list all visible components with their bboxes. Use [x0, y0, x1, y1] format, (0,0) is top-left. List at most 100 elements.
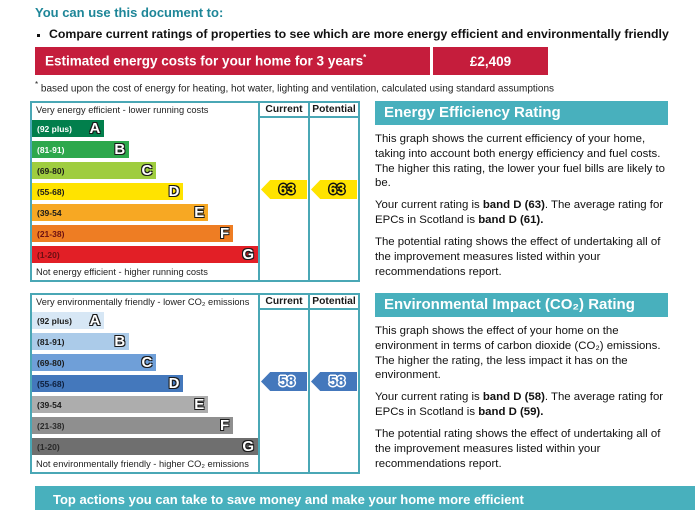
potential-column-body: 63 [310, 118, 358, 280]
band-letter: F [219, 225, 230, 242]
band-letter: E [194, 396, 205, 413]
potential-column: Potential 58 [308, 295, 358, 472]
co2-band-g: (1-20) G [32, 438, 258, 455]
band-letter: B [114, 141, 126, 158]
potential-column-header: Potential [310, 295, 358, 310]
co2-band-a: (92 plus) A [32, 312, 105, 329]
co2-band-e: (39-54 E [32, 396, 209, 413]
eer-band-c: (69-80) C [32, 162, 157, 179]
current-column-body: 63 [260, 118, 308, 280]
band-row: (92 plus) A [32, 310, 258, 331]
band-row: (55-68) D [32, 181, 258, 202]
chart-top-caption: Very environmentally friendly - lower CO… [36, 297, 250, 307]
current-column-header: Current [260, 103, 308, 118]
bullet-text: Compare current ratings of properties to… [49, 27, 669, 41]
band-letter: D [168, 375, 180, 392]
cost-banner-label: Estimated energy costs for your home for… [45, 53, 367, 69]
panel-paragraph: Your current rating is band D (63). The … [375, 199, 664, 227]
chart-top-caption: Very energy efficient - lower running co… [36, 105, 209, 115]
band-row: (69-80) C [32, 160, 258, 181]
bullet-line: Compare current ratings of properties to… [35, 27, 685, 41]
potential-column-header: Potential [310, 103, 358, 118]
band-row: (1-20) G [32, 436, 258, 457]
panel-title: Environmental Impact (CO₂) Rating [375, 293, 668, 317]
current-rating-value: 63 [278, 181, 296, 198]
band-range-label: (21-38) [37, 228, 65, 239]
band-range-label: (69-80) [37, 165, 65, 176]
band-letter: G [242, 438, 254, 455]
eer-band-a: (92 plus) A [32, 120, 105, 137]
asterisk-marker: * [363, 53, 367, 63]
band-letter: D [168, 183, 180, 200]
eer-band-b: (81-91) B [32, 141, 130, 158]
environmental-impact-chart: Very environmentally friendly - lower CO… [30, 293, 360, 474]
environmental-impact-panel: Environmental Impact (CO₂) Rating This g… [375, 293, 668, 471]
current-column-body: 58 [260, 310, 308, 472]
band-row: (21-38) F [32, 415, 258, 436]
current-column: Current 58 [258, 295, 308, 472]
eer-band-f: (21-38) F [32, 225, 234, 242]
band-letter: E [194, 204, 205, 221]
band-row: (39-54 E [32, 394, 258, 415]
band-row: (55-68) D [32, 373, 258, 394]
band-range-label: (69-80) [37, 357, 65, 368]
band-range-label: (1-20) [37, 249, 60, 260]
band-row: (69-80) C [32, 352, 258, 373]
estimated-cost-banner: Estimated energy costs for your home for… [35, 47, 548, 75]
current-rating-arrow: 58 [261, 372, 307, 391]
band-row: (21-38) F [32, 223, 258, 244]
band-letter: G [242, 246, 254, 263]
panel-paragraph: Your current rating is band D (58). The … [375, 391, 664, 419]
top-actions-banner: Top actions you can take to save money a… [35, 486, 695, 510]
band-range-label: (1-20) [37, 441, 60, 452]
intro-heading: You can use this document to: [35, 5, 224, 20]
co2-band-b: (81-91) B [32, 333, 130, 350]
band-range-label: (55-68) [37, 186, 65, 197]
potential-column-body: 58 [310, 310, 358, 472]
band-letter: A [89, 120, 101, 137]
band-letter: C [141, 162, 153, 179]
current-column: Current 63 [258, 103, 308, 280]
band-range-label: (39-54 [37, 207, 62, 218]
band-row: (39-54 E [32, 202, 258, 223]
band-range-label: (55-68) [37, 378, 65, 389]
eer-band-g: (1-20) G [32, 246, 258, 263]
panel-paragraph: The potential rating shows the effect of… [375, 427, 661, 470]
band-range-label: (81-91) [37, 144, 65, 155]
cost-banner-value: £2,409 [469, 53, 512, 69]
band-range-label: (21-38) [37, 420, 65, 431]
band-range-label: (81-91) [37, 336, 65, 347]
band-row: (81-91) B [32, 331, 258, 352]
band-letter: F [219, 417, 230, 434]
potential-rating-arrow: 58 [311, 372, 357, 391]
current-rating-value: 58 [278, 373, 296, 390]
band-range-label: (39-54 [37, 399, 62, 410]
band-letter: A [89, 312, 101, 329]
footnote: * based upon the cost of energy for heat… [35, 80, 555, 95]
band-scale: Very environmentally friendly - lower CO… [32, 295, 258, 472]
co2-band-c: (69-80) C [32, 354, 157, 371]
band-row: (1-20) G [32, 244, 258, 265]
chart-bottom-caption: Not energy efficient - higher running co… [36, 267, 208, 277]
current-column-header: Current [260, 295, 308, 310]
energy-efficiency-chart: Very energy efficient - lower running co… [30, 101, 360, 282]
potential-column: Potential 63 [308, 103, 358, 280]
potential-rating-value: 63 [328, 181, 346, 198]
potential-rating-value: 58 [328, 373, 346, 390]
band-range-label: (92 plus) [37, 123, 72, 134]
band-letter: C [141, 354, 153, 371]
panel-paragraph: This graph shows the effect of your home… [375, 325, 661, 382]
eer-band-e: (39-54 E [32, 204, 209, 221]
asterisk-marker: * [35, 80, 39, 89]
potential-rating-arrow: 63 [311, 180, 357, 199]
panel-title: Energy Efficiency Rating [375, 101, 668, 125]
co2-band-f: (21-38) F [32, 417, 234, 434]
band-row: (81-91) B [32, 139, 258, 160]
panel-paragraph: The potential rating shows the effect of… [375, 235, 661, 278]
energy-efficiency-panel: Energy Efficiency Rating This graph show… [375, 101, 668, 279]
bullet-icon [37, 34, 40, 37]
band-row: (92 plus) A [32, 118, 258, 139]
banner-divider [430, 47, 433, 75]
chart-bottom-caption: Not environmentally friendly - higher CO… [36, 459, 249, 469]
co2-band-d: (55-68) D [32, 375, 184, 392]
